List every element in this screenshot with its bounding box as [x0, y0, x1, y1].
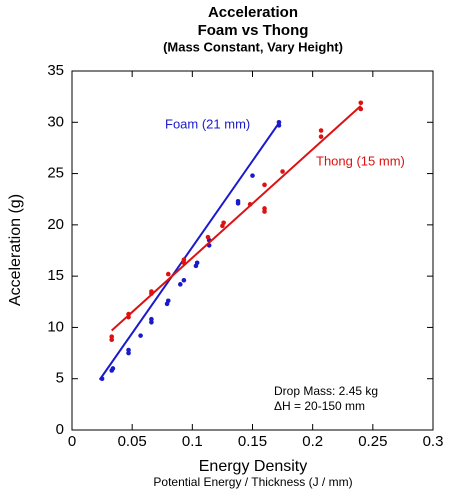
x-axis-label: Energy Density	[199, 458, 308, 475]
data-point	[262, 182, 267, 188]
x-tick-label: 0	[68, 433, 76, 450]
x-tick-label: 0.05	[118, 433, 147, 450]
x-tick-label: 0.25	[358, 433, 387, 450]
data-point	[99, 376, 105, 382]
data-point	[205, 234, 211, 240]
data-point	[247, 202, 253, 207]
fit-line	[98, 120, 281, 381]
y-tick-label: 20	[47, 216, 64, 233]
data-point	[138, 333, 143, 338]
chart-subtitle: Foam vs Thong	[198, 22, 309, 39]
legend-label: Foam (21 mm)	[165, 116, 250, 131]
data-point	[221, 220, 226, 226]
chart-subtitle: (Mass Constant, Vary Height)	[163, 39, 343, 54]
y-tick-label: 30	[47, 113, 64, 130]
data-point	[149, 316, 154, 322]
y-tick-label: 35	[47, 62, 64, 79]
legend-label: Thong (15 mm)	[316, 153, 405, 168]
x-tick-label: 0.15	[238, 433, 267, 450]
data-point	[126, 311, 131, 317]
data-point	[280, 169, 285, 174]
y-tick-label: 15	[47, 267, 64, 284]
plot-frame	[71, 70, 434, 431]
data-point	[149, 289, 154, 294]
annotation: Drop Mass: 2.45 kg	[274, 384, 378, 398]
data-point	[318, 128, 324, 133]
data-point	[276, 119, 282, 125]
y-tick-label: 5	[56, 370, 64, 387]
fit-line	[111, 105, 362, 332]
x-tick-label: 0.2	[302, 433, 323, 450]
data-point	[358, 100, 364, 106]
y-tick-label: 0	[56, 421, 64, 438]
data-point	[194, 260, 200, 266]
data-point	[109, 334, 115, 339]
chart-title: Acceleration	[208, 4, 298, 21]
y-tick-label: 10	[47, 318, 64, 335]
data-point	[110, 366, 116, 371]
data-point	[250, 173, 255, 178]
data-point	[318, 134, 324, 139]
annotation: ΔH = 20-150 mm	[274, 399, 365, 413]
data-point	[235, 198, 241, 204]
data-point	[262, 206, 267, 211]
x-axis-sublabel: Potential Energy / Thickness (J / mm)	[153, 475, 352, 489]
y-axis-label: Acceleration (g)	[7, 194, 24, 306]
data-point	[181, 277, 187, 283]
data-point	[126, 347, 131, 353]
data-point	[165, 271, 171, 277]
data-point	[358, 106, 364, 112]
data-point	[181, 257, 187, 263]
x-tick-label: 0.3	[423, 433, 444, 450]
data-point	[178, 282, 183, 287]
data-point	[165, 298, 171, 304]
x-tick-label: 0.1	[182, 433, 203, 450]
y-tick-label: 25	[47, 165, 64, 182]
